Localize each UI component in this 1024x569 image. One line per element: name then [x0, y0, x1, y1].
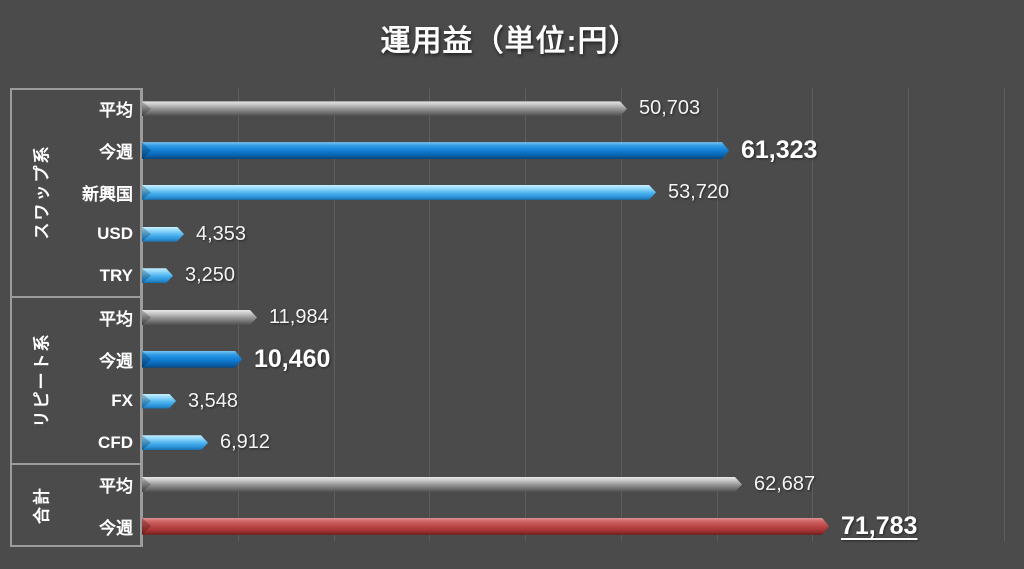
- bar: [142, 101, 627, 116]
- category-label: 今週: [99, 518, 133, 538]
- category-label: 今週: [99, 351, 133, 371]
- bar-track: 50,703: [142, 97, 1024, 120]
- bar-track: 11,984: [142, 306, 1024, 329]
- gridline: [1003, 88, 1005, 541]
- value-label: 11,984: [269, 306, 329, 329]
- bar-track: 61,323: [142, 136, 1024, 165]
- bar-row: 平均 50,703: [47, 88, 1024, 130]
- bar-track: 3,548: [142, 390, 1024, 413]
- value-label: 3,250: [185, 264, 236, 287]
- bar-row: 新興国 53,720: [47, 171, 1024, 213]
- bar-track: 4,353: [142, 223, 1024, 246]
- value-label: 53,720: [668, 180, 730, 203]
- category-label: 平均: [99, 310, 133, 330]
- category-label: 平均: [99, 476, 133, 496]
- value-label: 50,703: [639, 97, 701, 120]
- bar-track: 62,687: [142, 473, 1024, 496]
- bar-rows: 平均 50,703 今週 61,323 新興国 53,720 USD 4,353 TRY 3,25…: [47, 88, 1024, 547]
- bar-track: 10,460: [142, 345, 1024, 374]
- category-label: 平均: [99, 101, 133, 121]
- value-label: 71,783: [841, 511, 918, 540]
- bar: [142, 477, 742, 492]
- group-divider: [12, 295, 140, 298]
- category-label: 今週: [99, 143, 133, 163]
- bar: [142, 394, 176, 409]
- gridline: [620, 88, 622, 541]
- bar-row: FX 3,548: [47, 380, 1024, 422]
- bar-row: USD 4,353: [47, 213, 1024, 255]
- bar-row: 今週 10,460: [47, 338, 1024, 380]
- bar-track: 6,912: [142, 431, 1024, 454]
- bar: [142, 310, 257, 325]
- bar: [142, 518, 829, 535]
- bar-row: 今週 61,323: [47, 130, 1024, 172]
- group-divider: [12, 462, 140, 465]
- bar-row: 平均 62,687: [47, 464, 1024, 506]
- bar-track: 71,783: [142, 512, 1024, 541]
- bar: [142, 351, 242, 368]
- gridline: [716, 88, 718, 541]
- bar-row: CFD 6,912: [47, 422, 1024, 464]
- category-label: TRY: [99, 265, 133, 285]
- gridline: [908, 88, 909, 541]
- chart-title: 運用益（単位:円）: [380, 25, 640, 58]
- bar: [142, 227, 184, 242]
- value-label: 6,912: [220, 431, 271, 454]
- value-label: 3,548: [188, 389, 239, 412]
- category-label: 新興国: [82, 184, 133, 204]
- gridline: [812, 88, 814, 541]
- gridline: [429, 88, 431, 541]
- bar: [142, 435, 208, 450]
- bar-row: 平均 11,984: [47, 297, 1024, 339]
- value-label: 10,460: [254, 344, 331, 373]
- gridline: [333, 88, 335, 541]
- category-label: FX: [111, 391, 133, 410]
- category-label: CFD: [98, 432, 133, 452]
- bar-row: TRY 3,250: [47, 255, 1024, 297]
- bar: [142, 142, 729, 159]
- category-label: USD: [97, 224, 133, 244]
- bar: [142, 268, 173, 283]
- bar: [142, 185, 656, 200]
- bar-track: 53,720: [142, 181, 1024, 204]
- bar-row: 今週 71,783: [47, 505, 1024, 547]
- category-label-box: スワップ系 リピート系 合計: [10, 88, 142, 547]
- value-label: 62,687: [754, 472, 816, 495]
- value-label: 4,353: [196, 222, 247, 245]
- bar-track: 3,250: [142, 264, 1024, 287]
- value-label: 61,323: [741, 136, 818, 165]
- gridline: [525, 88, 526, 541]
